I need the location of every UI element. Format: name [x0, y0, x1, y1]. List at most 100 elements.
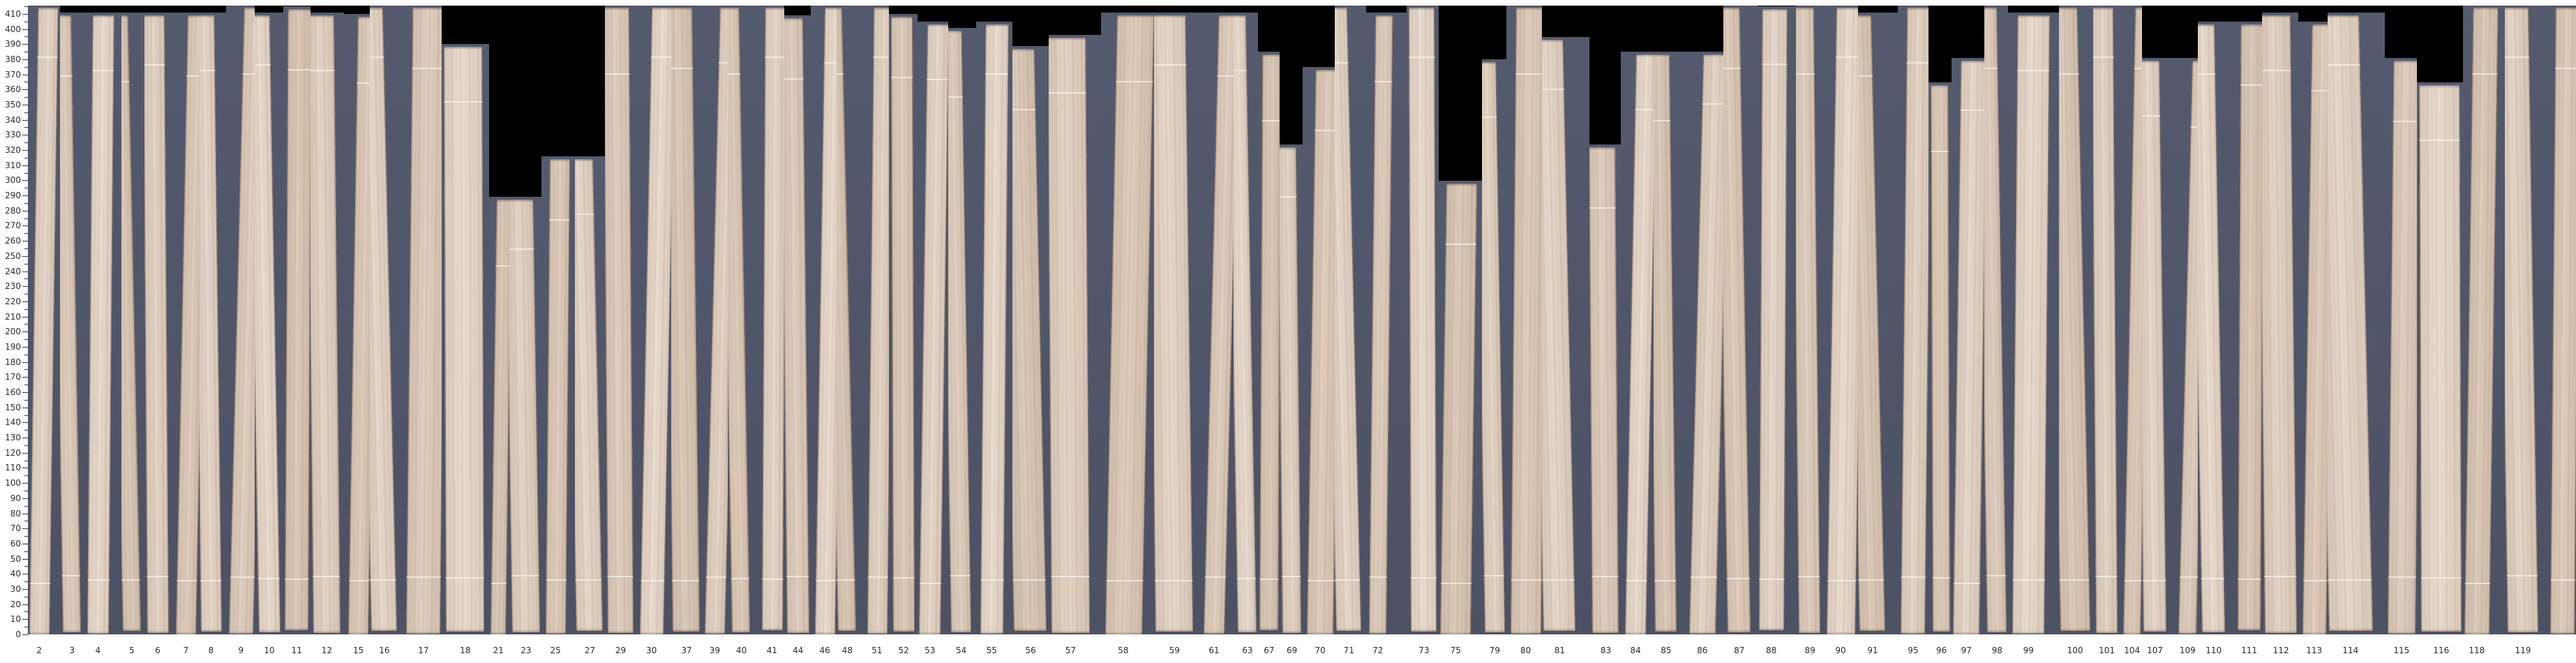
wood-plank	[2419, 84, 2462, 632]
plank-seam-line	[2059, 579, 2089, 581]
wood-grain-texture	[1154, 15, 1194, 632]
y-tick-label: 310	[5, 160, 21, 170]
plank-column	[2176, 57, 2199, 634]
wood-grain-texture	[444, 47, 485, 632]
plank-seam-line	[731, 578, 750, 579]
wood-plank	[2302, 24, 2328, 634]
plank-column	[541, 156, 576, 634]
plank-column	[1796, 6, 1822, 634]
wood-grain-texture	[575, 158, 604, 631]
plank-seam-line	[873, 57, 889, 58]
plank-seam-line	[1835, 57, 1859, 58]
plank-column	[370, 6, 404, 634]
wood-grain-texture	[1758, 9, 1788, 630]
y-tick-label: 360	[5, 84, 21, 95]
wood-plank	[2238, 24, 2263, 630]
wood-plank	[144, 15, 169, 633]
plank-seam-line	[1592, 575, 1619, 577]
plank-seam-line	[2505, 57, 2529, 58]
plank-seam-line	[784, 78, 804, 80]
plank-column	[864, 6, 889, 634]
wood-grain-texture	[728, 8, 751, 632]
wood-plank	[1440, 183, 1478, 634]
wood-grain-texture	[60, 15, 82, 632]
plank-seam-line	[287, 69, 310, 71]
plank-seam-line	[177, 579, 197, 581]
plank-seam-line	[312, 575, 340, 577]
plank-seam-line	[2240, 84, 2263, 86]
wood-grain-texture	[176, 15, 200, 634]
wood-plank	[406, 8, 442, 634]
wood-plank	[444, 47, 485, 632]
plank-seam-line	[1761, 64, 1787, 66]
plank-seam-line	[1375, 80, 1393, 82]
plank-seam-line	[2124, 580, 2142, 581]
plank-column	[2262, 12, 2298, 634]
wood-grain-texture	[1234, 15, 1257, 632]
wood-grain-texture	[2302, 24, 2328, 634]
plank-column	[1723, 6, 1758, 634]
x-tick-label: 61	[1208, 646, 1220, 655]
wood-plank	[29, 8, 59, 634]
wood-grain-texture	[1901, 8, 1929, 634]
wood-grain-texture	[1280, 147, 1302, 633]
plank-seam-line	[2201, 577, 2224, 579]
wood-grain-texture	[2058, 8, 2090, 631]
plank-seam-line	[1690, 576, 1717, 578]
plank-seam-line	[575, 579, 602, 581]
y-minor-tick-mark	[24, 430, 28, 431]
wood-plank	[1858, 15, 1886, 631]
x-tick-label: 18	[460, 646, 471, 655]
plank-column	[442, 44, 490, 634]
wood-plank	[728, 8, 751, 632]
plank-seam-line	[823, 62, 837, 64]
plank-seam-line	[546, 579, 567, 581]
plank-seam-line	[1205, 576, 1226, 578]
y-minor-tick-mark	[24, 369, 28, 371]
wood-grain-texture	[2464, 8, 2499, 634]
plank-seam-line	[671, 68, 694, 69]
y-minor-tick-mark	[24, 127, 28, 128]
plank-seam-line	[706, 576, 726, 578]
wood-grain-texture	[761, 8, 784, 630]
wood-plank	[837, 8, 857, 631]
plank-seam-line	[2143, 579, 2166, 581]
plank-seam-line	[650, 57, 672, 58]
x-tick-label: 9	[238, 646, 244, 655]
plank-column	[1481, 59, 1506, 634]
plank-seam-line	[2419, 139, 2460, 141]
plank-seam-line	[1726, 578, 1750, 579]
x-tick-label: 63	[1242, 646, 1253, 655]
wood-grain-texture	[604, 8, 634, 633]
y-tick-mark	[22, 452, 28, 454]
plank-seam-line	[144, 64, 165, 66]
plank-seam-line	[2191, 126, 2199, 128]
plank-column	[2327, 12, 2385, 634]
y-tick-label: 160	[5, 387, 21, 397]
wood-plank	[310, 15, 341, 633]
plank-seam-line	[2388, 576, 2416, 578]
plank-seam-line	[230, 576, 255, 578]
x-tick-label: 53	[924, 646, 936, 655]
y-tick-label: 410	[5, 8, 21, 19]
y-tick-mark	[22, 286, 28, 288]
x-tick-label: 3	[69, 646, 75, 655]
y-tick-label: 0	[15, 630, 21, 639]
plank-seam-line	[87, 579, 110, 581]
plank-column	[144, 12, 172, 634]
wood-plank	[285, 9, 310, 630]
plank-column	[837, 6, 864, 634]
wood-grain-texture	[948, 30, 971, 632]
plank-column	[2298, 21, 2328, 634]
x-tick-label: 12	[321, 646, 333, 655]
plank-seam-line	[1542, 579, 1575, 581]
plank-seam-line	[2392, 120, 2417, 122]
y-tick-mark	[22, 255, 28, 257]
plank-seam-line	[1511, 579, 1542, 581]
plank-seam-line	[1758, 578, 1785, 580]
plank-column	[1686, 52, 1724, 634]
x-tick-label: 113	[2306, 646, 2323, 655]
wood-plank	[2198, 24, 2226, 632]
wood-plank	[1589, 147, 1619, 633]
wood-grain-texture	[1104, 15, 1154, 634]
